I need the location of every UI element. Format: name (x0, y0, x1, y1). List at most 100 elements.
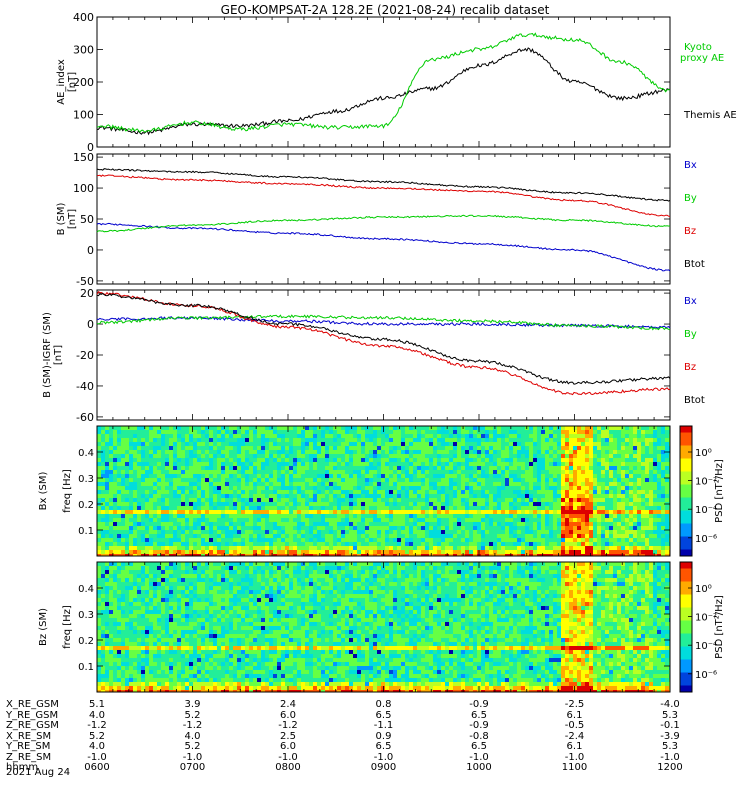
spec_bx-heatmap-cell (213, 546, 217, 550)
spec_bx-heatmap-cell (565, 478, 569, 482)
spec_bx-heatmap-cell (457, 470, 461, 474)
spec_bx-heatmap-cell (381, 446, 385, 450)
spec_bx-heatmap-cell (97, 526, 101, 530)
spec_bx-heatmap-cell (245, 466, 249, 470)
spec_bx-heatmap-cell (497, 450, 501, 454)
spec_bx-heatmap-cell (369, 546, 373, 550)
spec_bx-heatmap-cell (309, 506, 313, 510)
spec_bx-heatmap-cell (577, 430, 581, 434)
spec_bx-heatmap-cell (245, 538, 249, 542)
spec_bx-heatmap-cell (629, 530, 633, 534)
spec_bx-heatmap-cell (405, 546, 409, 550)
spec_bx-heatmap-cell (581, 478, 585, 482)
spec_bx-heatmap-cell (329, 430, 333, 434)
spec_bx-heatmap-cell (305, 462, 309, 466)
spec_bx-heatmap-cell (485, 438, 489, 442)
spec_bx-heatmap-cell (317, 466, 321, 470)
spec_bx-heatmap-cell (117, 498, 121, 502)
spec_bx-heatmap-cell (413, 474, 417, 478)
spec_bx-heatmap-cell (453, 450, 457, 454)
spec_bx-heatmap-cell (637, 466, 641, 470)
spec_bx-heatmap-cell (317, 434, 321, 438)
spec_bx-heatmap-cell (493, 526, 497, 530)
spec_bx-heatmap-cell (269, 470, 273, 474)
spec_bx-heatmap-cell (505, 550, 509, 554)
spec_bx-heatmap-cell (121, 434, 125, 438)
spec_bx-heatmap-cell (301, 510, 305, 514)
spec_bx-heatmap-cell (633, 482, 637, 486)
spec_bx-heatmap-cell (449, 522, 453, 526)
spec_bx-heatmap-cell (217, 458, 221, 462)
spec_bx-heatmap-cell (117, 430, 121, 434)
spec_bx-heatmap-cell (257, 546, 261, 550)
spec_bx-heatmap-cell (241, 470, 245, 474)
spec_bx-heatmap-cell (645, 494, 649, 498)
spec_bx-heatmap-cell (469, 450, 473, 454)
spec_bx-heatmap-cell (313, 510, 317, 514)
spec_bx-heatmap-cell (181, 486, 185, 490)
spec_bx-heatmap-cell (453, 486, 457, 490)
spec_bx-heatmap-cell (417, 506, 421, 510)
spec_bx-heatmap-cell (177, 450, 181, 454)
spec_bx-heatmap-cell (145, 494, 149, 498)
spec_bx-heatmap-cell (381, 510, 385, 514)
spec_bx-heatmap-cell (329, 510, 333, 514)
spec_bx-heatmap-cell (453, 426, 457, 430)
spec_bx-heatmap-cell (505, 458, 509, 462)
spec_bx-heatmap-cell (125, 518, 129, 522)
spec_bx-heatmap-cell (581, 470, 585, 474)
spec_bx-heatmap-cell (141, 470, 145, 474)
spec_bx-heatmap-cell (233, 450, 237, 454)
spec_bx-heatmap-cell (225, 514, 229, 518)
spec_bx-heatmap-cell (385, 522, 389, 526)
spec_bx-heatmap-cell (465, 546, 469, 550)
spec_bx-heatmap-cell (125, 550, 129, 554)
spec_bx-heatmap-cell (369, 522, 373, 526)
spec_bx-heatmap-cell (105, 442, 109, 446)
spec_bx-heatmap-cell (181, 506, 185, 510)
spec_bx-heatmap-cell (341, 474, 345, 478)
spec_bx-heatmap-cell (357, 458, 361, 462)
spec_bx-heatmap-cell (313, 502, 317, 506)
spec_bx-heatmap-cell (169, 530, 173, 534)
spec_bx-heatmap-cell (309, 430, 313, 434)
spec_bx-heatmap-cell (321, 458, 325, 462)
spec_bx-heatmap-cell (321, 502, 325, 506)
spec_bx-heatmap-cell (401, 446, 405, 450)
spec_bx-heatmap-cell (389, 514, 393, 518)
spec_bx-heatmap-cell (501, 526, 505, 530)
spec_bx-heatmap-cell (185, 542, 189, 546)
spec_bx-heatmap-cell (581, 442, 585, 446)
spec_bx-heatmap-cell (417, 474, 421, 478)
spec_bx-heatmap-cell (425, 438, 429, 442)
spec_bx-heatmap-cell (645, 474, 649, 478)
spec_bx-heatmap-cell (177, 522, 181, 526)
spec_bx-heatmap-cell (505, 498, 509, 502)
spec_bx-heatmap-cell (317, 514, 321, 518)
spec_bx-heatmap-cell (245, 454, 249, 458)
spec_bx-heatmap-cell (389, 546, 393, 550)
spec_bx-heatmap-cell (113, 522, 117, 526)
spec_bx-heatmap-cell (349, 442, 353, 446)
spec_bx-heatmap-cell (157, 458, 161, 462)
spec_bx-heatmap-cell (433, 510, 437, 514)
spec_bx-heatmap-cell (105, 498, 109, 502)
spec_bx-heatmap-cell (633, 502, 637, 506)
spec_bx-heatmap-cell (357, 538, 361, 542)
spec_bx-heatmap-cell (201, 462, 205, 466)
spec_bx-heatmap-cell (557, 502, 561, 506)
spec_bx-heatmap-cell (309, 426, 313, 430)
spec_bx-heatmap-cell (353, 470, 357, 474)
spec_bx-heatmap-cell (345, 486, 349, 490)
spec_bx-heatmap-cell (177, 518, 181, 522)
spec_bx-heatmap-cell (661, 522, 665, 526)
spec_bx-heatmap-cell (481, 522, 485, 526)
spec_bx-heatmap-cell (469, 514, 473, 518)
spec_bx-heatmap-cell (521, 530, 525, 534)
spec_bx-heatmap-cell (553, 454, 557, 458)
spec_bx-heatmap-cell (353, 482, 357, 486)
spec_bx-heatmap-cell (369, 514, 373, 518)
spec_bx-heatmap-cell (453, 458, 457, 462)
spec_bx-heatmap-cell (633, 470, 637, 474)
spec_bx-heatmap-cell (333, 438, 337, 442)
